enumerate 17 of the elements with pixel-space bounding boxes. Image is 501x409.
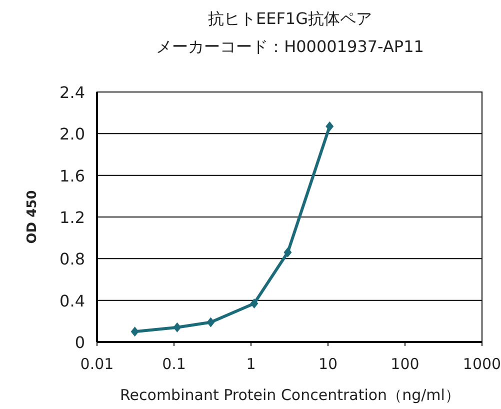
x-tick-label: 0.01 [80,355,114,373]
y-axis-title: OD 450 [25,190,40,244]
y-tick-label: 0.4 [60,291,85,310]
y-tick-label: 0.8 [60,250,85,269]
x-tick-label: 0.1 [162,355,186,373]
x-axis-title: Recombinant Protein Concentration（ng/ml） [120,386,460,404]
y-tick-label: 2.4 [60,83,85,102]
y-tick-label: 2.0 [60,124,85,144]
y-tick-label: 1.2 [60,208,85,227]
x-tick-label: 1000 [462,355,501,373]
chart-title: 抗ヒトEEF1G抗体ペア [208,9,372,28]
y-tick-label: 1.6 [60,166,85,186]
y-tick-label: 0 [74,333,85,352]
x-tick-label: 1 [246,355,256,373]
chart-subtitle: メーカーコード：H00001937-AP11 [156,37,424,56]
x-tick-label: 100 [390,355,420,373]
x-tick-label: 10 [318,355,338,373]
